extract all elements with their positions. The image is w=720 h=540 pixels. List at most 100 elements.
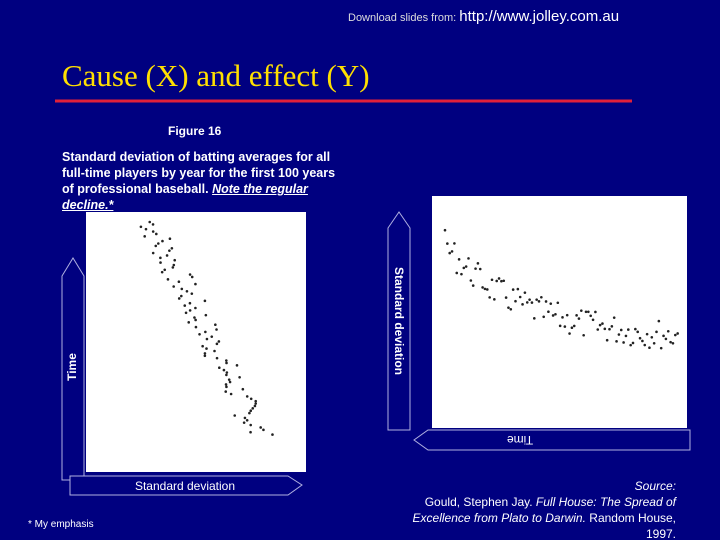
scan-dot [139,225,143,229]
scan-dot [615,340,618,343]
scan-dot [650,335,654,339]
source: Source: Gould, Stephen Jay. Full House: T… [380,478,676,540]
scan-dot [254,402,257,405]
scan-dot [271,433,274,436]
scan-dot [172,285,175,288]
scan-dot [446,242,449,245]
scan-dot [193,316,196,319]
scan-dot [587,310,590,314]
scan-dot [486,288,489,291]
scan-dot [497,277,501,280]
scan-dot [443,228,447,232]
header-prefix: Download slides from: [348,12,457,24]
scan-dot [203,354,207,358]
scan-dot [225,361,228,365]
scan-dot [214,323,217,327]
scan-dot [605,338,609,342]
scan-dots [139,220,679,436]
scan-dot [561,316,564,319]
scan-dot [225,373,228,377]
scan-dot [551,314,555,317]
scan-dot [201,344,204,348]
scan-dot [514,299,517,303]
scan-dot [172,263,176,267]
scan-dot [617,333,621,336]
scan-dot [622,341,625,344]
scan-dot [251,407,255,410]
scan-dot [249,423,252,427]
scan-dot [245,418,249,422]
scan-dot [641,339,644,343]
scan-dot [476,262,480,265]
scan-dot [516,287,520,291]
scan-dot [554,312,557,316]
figure-label: Figure 16 [168,124,222,138]
scan-dot [528,298,531,301]
scan-dot [159,261,162,264]
scan-dot [229,392,233,396]
scan-dot [222,368,226,372]
scan-dot [155,232,158,236]
scan-dot [657,319,661,323]
scan-dot [177,280,181,284]
scan-dot [241,387,245,391]
scan-dot [584,310,588,314]
scan-dot [160,270,164,274]
scan-dot [478,267,482,271]
scan-dot [227,378,231,381]
scan-dot [619,328,623,332]
left-x-arrow: Standard deviation [134,479,236,493]
scan-dot [254,399,258,403]
scan-dot [188,309,192,312]
scan-dot [669,340,672,344]
source-publisher: Random House, 1997. [589,511,676,540]
scan-dot [190,275,194,279]
scan-dot [591,318,595,322]
source-book: Full House: The Spread of Excellence fro… [412,495,676,525]
scan-dot [171,266,175,269]
scan-dot [148,220,152,224]
scan-dot [627,328,630,331]
scan-dot [188,273,192,276]
scan-dot [448,251,452,255]
scan-dot [521,303,524,306]
scan-dot [224,390,228,393]
scan-dot [493,298,496,301]
source-author: Gould, Stephen Jay. [424,495,533,509]
scan-dot [624,334,628,338]
scan-dot [194,325,198,329]
scan-dot [502,279,506,283]
scan-dot [500,279,503,283]
title: Cause (X) and effect (Y) [62,58,370,93]
scan-dot [151,230,155,233]
scan-dot [518,295,522,299]
scan-dot [671,341,675,345]
scan-dot [215,356,219,360]
right-y-arrow: Standard deviation [392,266,406,376]
scan-dot [245,395,249,398]
scan-dot [469,279,473,282]
left-y-arrow: Time [65,353,79,381]
scan-dot [544,300,548,303]
scan-dot [190,292,194,295]
scan-dot [243,416,247,420]
scan-dot [215,342,219,346]
scan-dot [563,325,567,328]
arrow-right [387,211,411,431]
scan-dot [157,242,160,245]
caption: Standard deviation of batting averages f… [62,149,337,213]
scan-dot [184,311,188,315]
scan-dot [638,336,642,340]
arrow-bottom [69,475,303,496]
scan-right [432,196,687,428]
scan-dot [511,288,515,291]
scan-dot [151,223,155,226]
scan-dot [453,242,456,245]
scan-dot [608,327,611,331]
scan-dot [205,347,208,350]
scan-dot [655,330,658,334]
arrow-time [413,429,691,451]
scan-dot [603,327,607,331]
scan-dot [523,291,527,294]
footnote: * My emphasis [28,519,94,530]
